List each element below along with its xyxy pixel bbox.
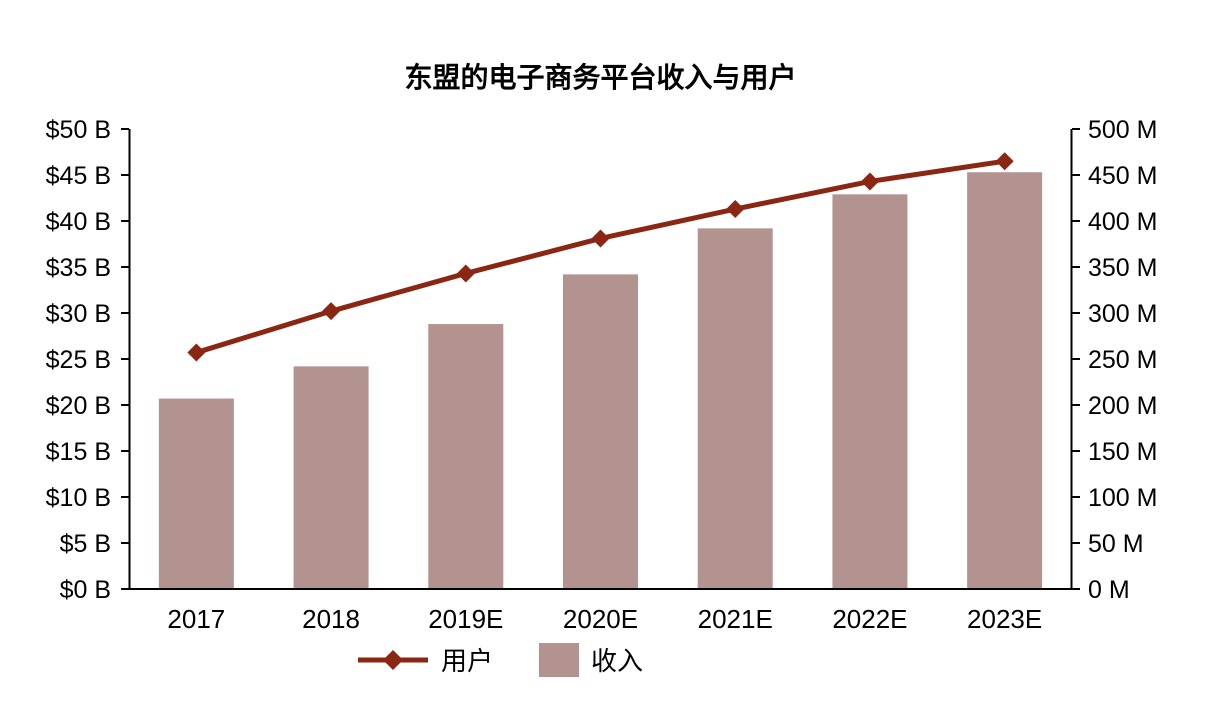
- y-axis-left-tick-label: $35 B: [46, 254, 111, 282]
- y-axis-right-tick-label: 250 M: [1088, 346, 1157, 374]
- users-point-2021E: [726, 200, 745, 219]
- users-point-2018: [322, 302, 341, 321]
- y-axis-right-tick-label: 350 M: [1088, 254, 1157, 282]
- users-point-2017: [187, 343, 206, 362]
- y-axis-left-tick-label: $30 B: [46, 300, 111, 328]
- bar-2017: [158, 398, 234, 589]
- y-axis-right-tick-label: 400 M: [1088, 208, 1157, 236]
- y-axis-left-tick-label: $15 B: [46, 438, 111, 466]
- chart-legend: 用户 收入: [0, 641, 1000, 678]
- legend-users-label: 用户: [440, 646, 493, 676]
- bar-2018: [293, 366, 369, 589]
- y-axis-right-tick-label: 0 M: [1088, 576, 1130, 604]
- bar-2019E: [428, 324, 504, 589]
- x-axis-label-2021E: 2021E: [698, 604, 773, 634]
- y-axis-right-tick-label: 200 M: [1088, 392, 1157, 420]
- legend-item-revenue: 收入: [539, 641, 643, 678]
- y-axis-right-tick-label: 150 M: [1088, 438, 1157, 466]
- chart-title: 东盟的电子商务平台收入与用户: [404, 62, 797, 93]
- users-point-2022E: [860, 172, 879, 191]
- users-point-2019E: [456, 264, 475, 283]
- y-axis-left-tick-label: $20 B: [46, 392, 111, 420]
- users-point-2020E: [591, 229, 610, 248]
- bar-2023E: [967, 172, 1043, 590]
- x-axis-label-2022E: 2022E: [832, 604, 907, 634]
- x-axis-label-2018: 2018: [302, 604, 360, 634]
- legend-revenue-label: 收入: [591, 646, 644, 676]
- y-axis-left-tick-label: $40 B: [46, 208, 111, 236]
- y-axis-right-tick-label: 300 M: [1088, 300, 1157, 328]
- x-axis-label-2017: 2017: [167, 604, 225, 634]
- y-axis-left-tick-label: $0 B: [60, 576, 111, 604]
- bar-2022E: [832, 194, 908, 589]
- y-axis-left-tick-label: $10 B: [46, 484, 111, 512]
- bar-2020E: [563, 274, 638, 589]
- y-axis-left-tick-label: $5 B: [60, 530, 111, 558]
- y-axis-left-tick-label: $50 B: [46, 116, 111, 144]
- y-axis-right-tick-label: 50 M: [1088, 530, 1144, 558]
- legend-item-users: 用户: [357, 641, 493, 678]
- y-axis-right-tick-label: 100 M: [1088, 484, 1157, 512]
- bar-2021E: [697, 228, 773, 590]
- users-point-2023E: [995, 152, 1014, 171]
- y-axis-left-tick-label: $45 B: [46, 162, 111, 190]
- y-axis-right-tick-label: 450 M: [1088, 162, 1157, 190]
- y-axis-right-tick-label: 500 M: [1088, 116, 1157, 144]
- x-axis-label-2019E: 2019E: [428, 604, 503, 634]
- y-axis-left-tick-label: $25 B: [46, 346, 111, 374]
- users-line-marker-icon: [357, 649, 428, 670]
- x-axis-label-2020E: 2020E: [563, 604, 638, 634]
- revenue-swatch-icon: [539, 642, 579, 677]
- x-axis-label-2023E: 2023E: [967, 604, 1042, 634]
